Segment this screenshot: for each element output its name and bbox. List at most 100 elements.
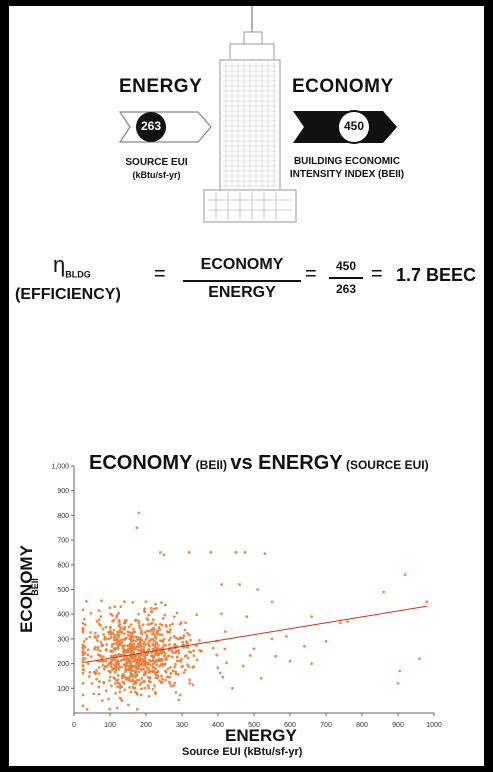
data-point xyxy=(221,675,225,679)
data-point xyxy=(152,607,156,611)
data-point xyxy=(97,609,101,612)
data-point xyxy=(195,658,199,662)
data-point xyxy=(216,666,220,670)
data-point xyxy=(81,629,85,633)
data-point xyxy=(165,625,168,628)
data-point xyxy=(164,603,167,607)
data-point xyxy=(143,607,147,611)
data-point xyxy=(130,655,134,658)
data-point xyxy=(187,551,191,554)
data-point xyxy=(147,613,151,617)
data-point xyxy=(118,639,122,643)
data-point xyxy=(223,630,227,633)
data-point xyxy=(137,612,141,616)
data-point xyxy=(81,704,85,708)
data-point xyxy=(143,664,147,667)
data-point xyxy=(83,623,87,627)
data-point xyxy=(132,682,136,686)
economy-arrow-badge xyxy=(293,110,397,144)
data-point xyxy=(87,662,90,665)
data-point xyxy=(130,669,134,673)
data-point xyxy=(191,683,195,687)
data-point xyxy=(186,663,189,667)
chart-title: ECONOMY (BEII) vs ENERGY (SOURCE EUI) xyxy=(89,452,429,475)
data-point xyxy=(82,640,86,643)
data-point xyxy=(171,651,175,655)
data-point xyxy=(396,681,400,685)
data-point xyxy=(166,630,170,634)
data-point xyxy=(113,635,117,638)
data-point xyxy=(252,647,256,651)
data-point xyxy=(168,623,172,627)
data-point xyxy=(215,653,219,657)
data-point xyxy=(154,652,158,656)
data-point xyxy=(118,630,122,634)
data-point xyxy=(114,691,118,695)
data-point xyxy=(154,667,158,671)
data-point xyxy=(112,663,116,666)
data-point xyxy=(151,637,155,641)
data-point xyxy=(160,659,164,662)
data-point xyxy=(188,678,191,682)
data-point xyxy=(115,706,119,710)
data-point xyxy=(398,669,402,673)
data-point xyxy=(99,640,103,644)
energy-label: SOURCE EUI (kBtu/sf-yr) xyxy=(109,156,204,182)
y-tick-label: 900 xyxy=(57,488,69,495)
data-point xyxy=(143,655,147,658)
data-point xyxy=(115,637,119,641)
data-point xyxy=(93,647,96,651)
data-point xyxy=(156,646,160,650)
data-point xyxy=(134,647,137,651)
data-point xyxy=(163,613,167,617)
data-point xyxy=(146,623,150,626)
data-point xyxy=(135,526,139,530)
data-point xyxy=(94,672,97,675)
data-point xyxy=(121,680,125,684)
economy-label-line2: INTENSITY INDEX (BEII) xyxy=(289,169,405,180)
data-point xyxy=(113,638,116,642)
data-point xyxy=(153,671,157,675)
data-point xyxy=(151,669,155,673)
data-point xyxy=(95,677,99,681)
data-point xyxy=(339,621,342,625)
data-point xyxy=(116,685,119,689)
data-point xyxy=(120,674,124,678)
data-point xyxy=(127,668,131,672)
data-point xyxy=(95,620,99,623)
energy-label-line1: SOURCE EUI xyxy=(125,157,188,168)
data-point xyxy=(109,612,113,616)
energy-label-line2: (kBtu/sf-yr) xyxy=(132,170,181,180)
data-point xyxy=(152,628,156,631)
data-point xyxy=(171,622,175,626)
data-point xyxy=(136,635,140,639)
data-point xyxy=(175,611,179,615)
data-point xyxy=(120,640,124,644)
y-axis-sublabel: BEII xyxy=(30,578,40,596)
equals-2: = xyxy=(305,263,317,285)
data-point xyxy=(182,634,186,637)
data-point xyxy=(132,687,136,690)
data-point xyxy=(151,618,155,622)
data-point xyxy=(125,676,129,680)
data-point xyxy=(138,664,142,668)
data-point xyxy=(134,658,138,662)
data-point xyxy=(158,679,162,683)
economy-heading: ECONOMY xyxy=(292,76,394,97)
data-point xyxy=(153,684,156,688)
data-point xyxy=(142,679,146,683)
data-point xyxy=(145,634,149,637)
data-point xyxy=(116,647,120,651)
data-point xyxy=(186,656,190,660)
eta-symbol: ηBLDG xyxy=(53,252,91,279)
data-point xyxy=(154,623,158,627)
data-point xyxy=(103,635,107,639)
data-point xyxy=(97,692,101,696)
data-point xyxy=(184,654,188,657)
data-point xyxy=(182,671,186,675)
data-point xyxy=(209,551,213,554)
data-point xyxy=(88,635,92,639)
data-point xyxy=(137,678,141,682)
data-point xyxy=(179,659,183,663)
data-point xyxy=(158,664,161,668)
